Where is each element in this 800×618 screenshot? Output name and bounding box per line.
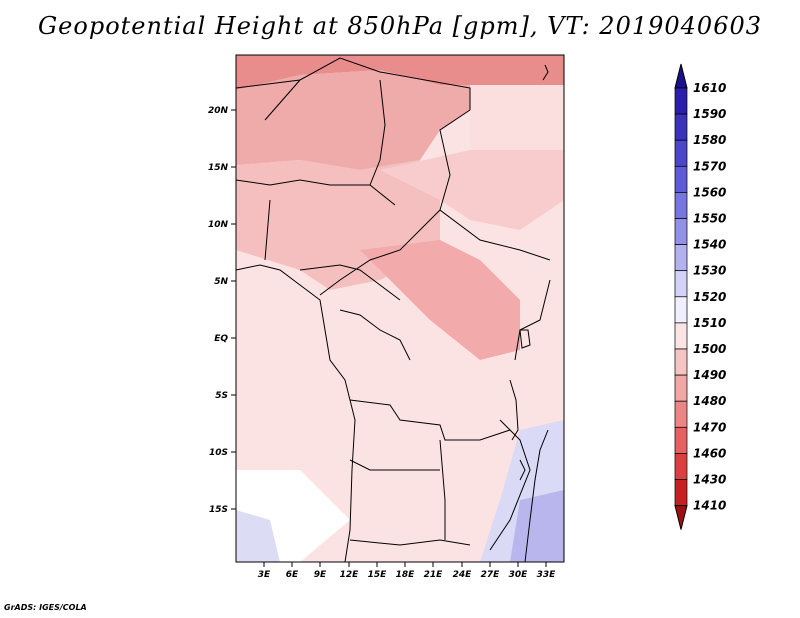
coastline xyxy=(235,64,549,563)
lon-label-15e: 15E xyxy=(368,570,388,580)
colorbar-top-arrow xyxy=(674,63,688,89)
country-borders xyxy=(235,57,551,551)
colorbar-label: 1590 xyxy=(693,107,726,121)
lon-label-24e: 24E xyxy=(453,570,473,580)
colorbar-swatch xyxy=(674,270,688,298)
colorbar-label: 1430 xyxy=(693,473,726,487)
colorbar-label: 1510 xyxy=(693,316,726,330)
colorbar-swatch xyxy=(674,479,688,506)
lat-label-eq: EQ xyxy=(214,334,228,344)
lat-label-15s: 15S xyxy=(209,505,228,515)
colorbar-label: 1470 xyxy=(693,420,726,434)
colorbar-label: 1410 xyxy=(693,499,726,513)
colorbar-swatch xyxy=(674,139,688,167)
colorbar-swatch xyxy=(674,348,688,376)
colorbar-swatch xyxy=(674,192,688,219)
lat-label-5n: 5N xyxy=(214,277,228,287)
lon-label-18e: 18E xyxy=(396,570,416,580)
lat-label-10n: 10N xyxy=(208,220,229,230)
colorbar-label: 1570 xyxy=(693,159,726,173)
map-title: Geopotential Height at 850hPa [gpm], VT:… xyxy=(38,12,762,40)
colorbar-label: 1490 xyxy=(693,368,726,382)
lat-label-5s: 5S xyxy=(215,391,228,401)
colorbar-swatch xyxy=(674,87,688,115)
colorbar-swatch xyxy=(674,374,688,402)
colorbar-label: 1460 xyxy=(693,446,726,460)
grads-credit: GrADS: IGES/COLA xyxy=(4,603,87,612)
lon-label-6e: 6E xyxy=(286,570,299,580)
colorbar-swatch xyxy=(674,400,688,428)
lat-label-10s: 10S xyxy=(209,448,228,458)
lat-label-15n: 15N xyxy=(208,163,229,173)
lon-label-21e: 21E xyxy=(424,570,444,580)
map-frame xyxy=(235,54,565,563)
colorbar-swatch xyxy=(674,322,688,350)
lon-label-12e: 12E xyxy=(340,570,360,580)
colorbar-bottom-arrow xyxy=(674,505,688,530)
lon-label-30e: 30E xyxy=(509,570,529,580)
colorbar-label: 1520 xyxy=(693,290,726,304)
lon-axis: 3E 6E 9E 12E 15E 18E 21E 24E 27E 30E 33E xyxy=(258,562,556,580)
colorbar-label: 1480 xyxy=(693,394,726,408)
lon-label-3e: 3E xyxy=(258,570,271,580)
lake-outlines xyxy=(509,329,531,481)
colorbar: 1610 1590 1580 1570 1560 1550 1540 1530 1520 1510… xyxy=(674,63,726,530)
colorbar-label: 1540 xyxy=(693,238,726,252)
colorbar-label: 1580 xyxy=(693,133,726,147)
lon-label-33e: 33E xyxy=(537,570,557,580)
colorbar-swatch xyxy=(674,244,688,272)
lon-label-9e: 9E xyxy=(314,570,327,580)
colorbar-label: 1500 xyxy=(693,342,726,356)
colorbar-swatch xyxy=(674,165,688,193)
colorbar-swatch xyxy=(674,426,688,454)
colorbar-label: 1610 xyxy=(693,81,726,95)
colorbar-label: 1560 xyxy=(693,185,726,199)
colorbar-swatch xyxy=(674,296,688,324)
colorbar-swatch xyxy=(674,453,688,480)
lat-axis: 20N 15N 10N 5N EQ 5S 10S 15S xyxy=(208,106,236,515)
colorbar-label: 1550 xyxy=(693,212,726,226)
lon-label-27e: 27E xyxy=(481,570,501,580)
colorbar-swatch xyxy=(674,113,688,141)
lat-label-20n: 20N xyxy=(208,106,229,116)
colorbar-label: 1530 xyxy=(693,264,726,278)
colorbar-swatch xyxy=(674,218,688,245)
